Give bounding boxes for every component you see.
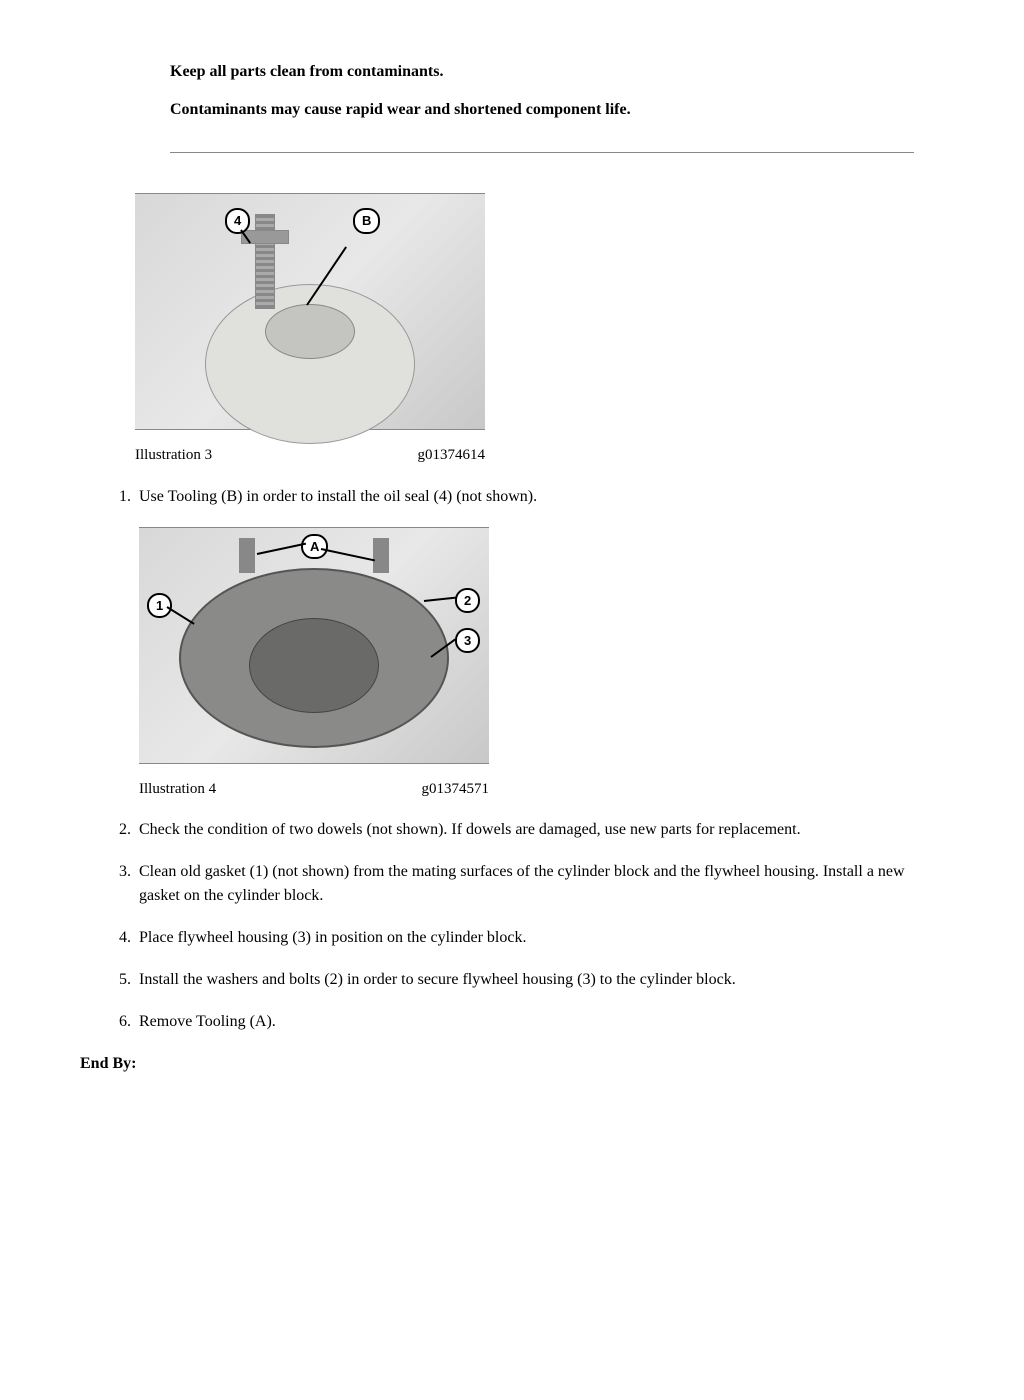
- callout-3: 3: [455, 628, 480, 654]
- step-5: Install the washers and bolts (2) in ord…: [135, 968, 944, 992]
- callout-A: A: [301, 534, 328, 560]
- notice-block: Keep all parts clean from contaminants. …: [170, 60, 914, 153]
- notice-divider: [170, 152, 914, 153]
- steps-list: Use Tooling (B) in order to install the …: [110, 485, 944, 1035]
- callout-B: B: [353, 208, 380, 234]
- end-by-label: End By:: [80, 1052, 944, 1076]
- callout-A-line-1: [257, 542, 306, 554]
- callout-1: 1: [147, 593, 172, 619]
- step-1: Use Tooling (B) in order to install the …: [135, 485, 944, 801]
- step-4: Place flywheel housing (3) in position o…: [135, 926, 944, 950]
- flywheel-center-shape: [249, 618, 379, 713]
- figure-3-block: 4 B Illustration 3 g01374614: [135, 193, 485, 467]
- figure-3-label: Illustration 3: [135, 444, 212, 467]
- callout-1-line: [166, 606, 194, 625]
- callout-4: 4: [225, 208, 250, 234]
- threaded-rod-shape: [255, 214, 275, 309]
- lift-hook-2: [373, 538, 389, 573]
- figure-4-image: A 1 2 3: [139, 528, 489, 763]
- figure-3-image: 4 B: [135, 194, 485, 429]
- lift-hook-1: [239, 538, 255, 573]
- figure-4-label: Illustration 4: [139, 778, 216, 801]
- seal-plate-shape: [265, 304, 355, 359]
- figure-3-code: g01374614: [418, 444, 486, 467]
- figure-4-bottom-divider: [139, 763, 489, 764]
- step-1-text: Use Tooling (B) in order to install the …: [139, 488, 537, 505]
- callout-A-line-2: [321, 548, 375, 561]
- callout-2: 2: [455, 588, 480, 614]
- step-2: Check the condition of two dowels (not s…: [135, 818, 944, 842]
- figure-4-block: A 1 2 3 Illustration 4 g01374571: [139, 527, 489, 801]
- notice-line-1: Keep all parts clean from contaminants.: [170, 60, 914, 84]
- step-3: Clean old gasket (1) (not shown) from th…: [135, 860, 944, 908]
- figure-4-code: g01374571: [422, 778, 490, 801]
- figure-3-caption: Illustration 3 g01374614: [135, 444, 485, 467]
- step-6: Remove Tooling (A).: [135, 1010, 944, 1034]
- figure-4-caption: Illustration 4 g01374571: [139, 778, 489, 801]
- callout-2-line: [424, 596, 456, 601]
- notice-line-2: Contaminants may cause rapid wear and sh…: [170, 98, 914, 122]
